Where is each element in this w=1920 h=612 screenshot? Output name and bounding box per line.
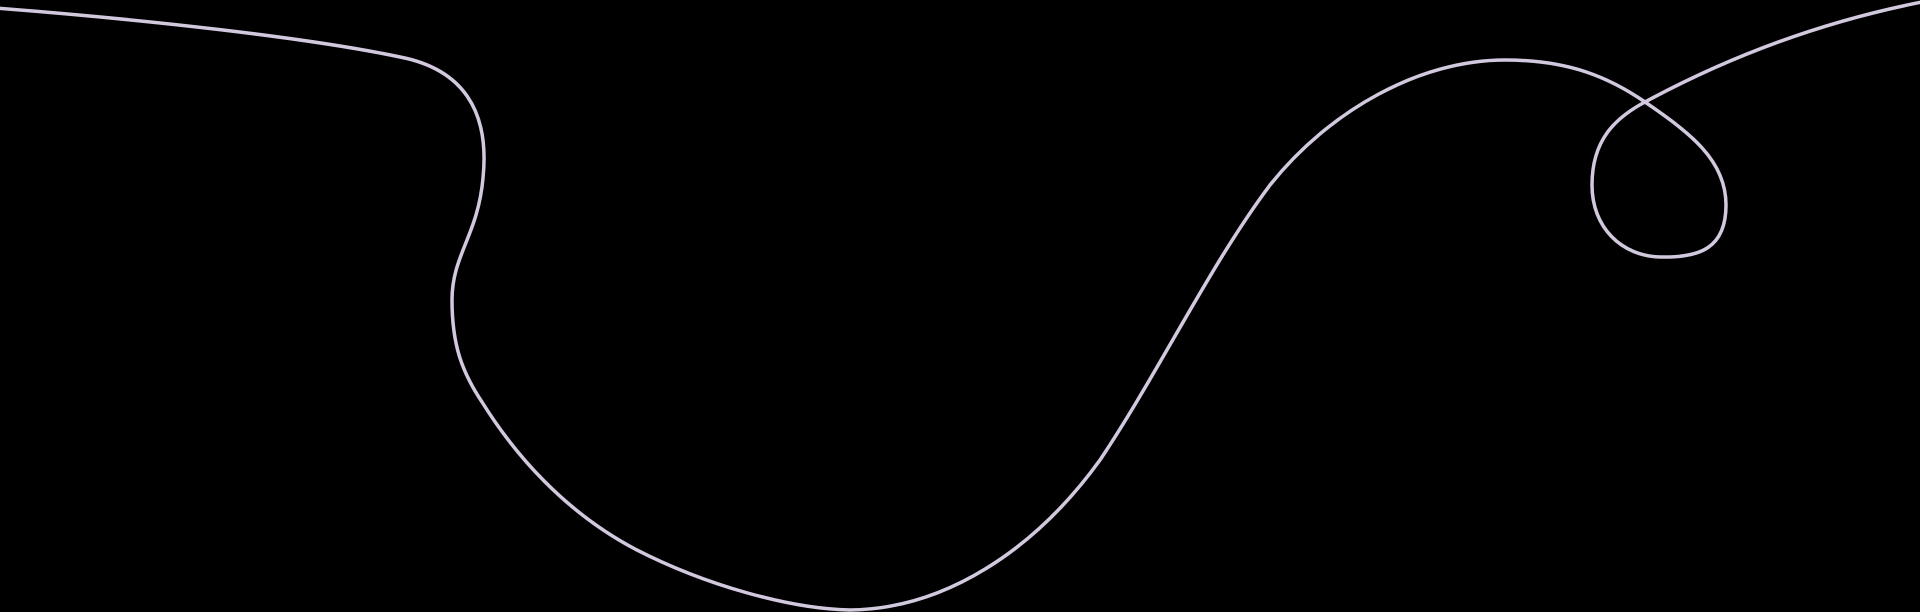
squiggle-curve-line bbox=[0, 0, 1920, 612]
squiggle-graphic bbox=[0, 0, 1920, 612]
decorative-curve-canvas bbox=[0, 0, 1920, 612]
